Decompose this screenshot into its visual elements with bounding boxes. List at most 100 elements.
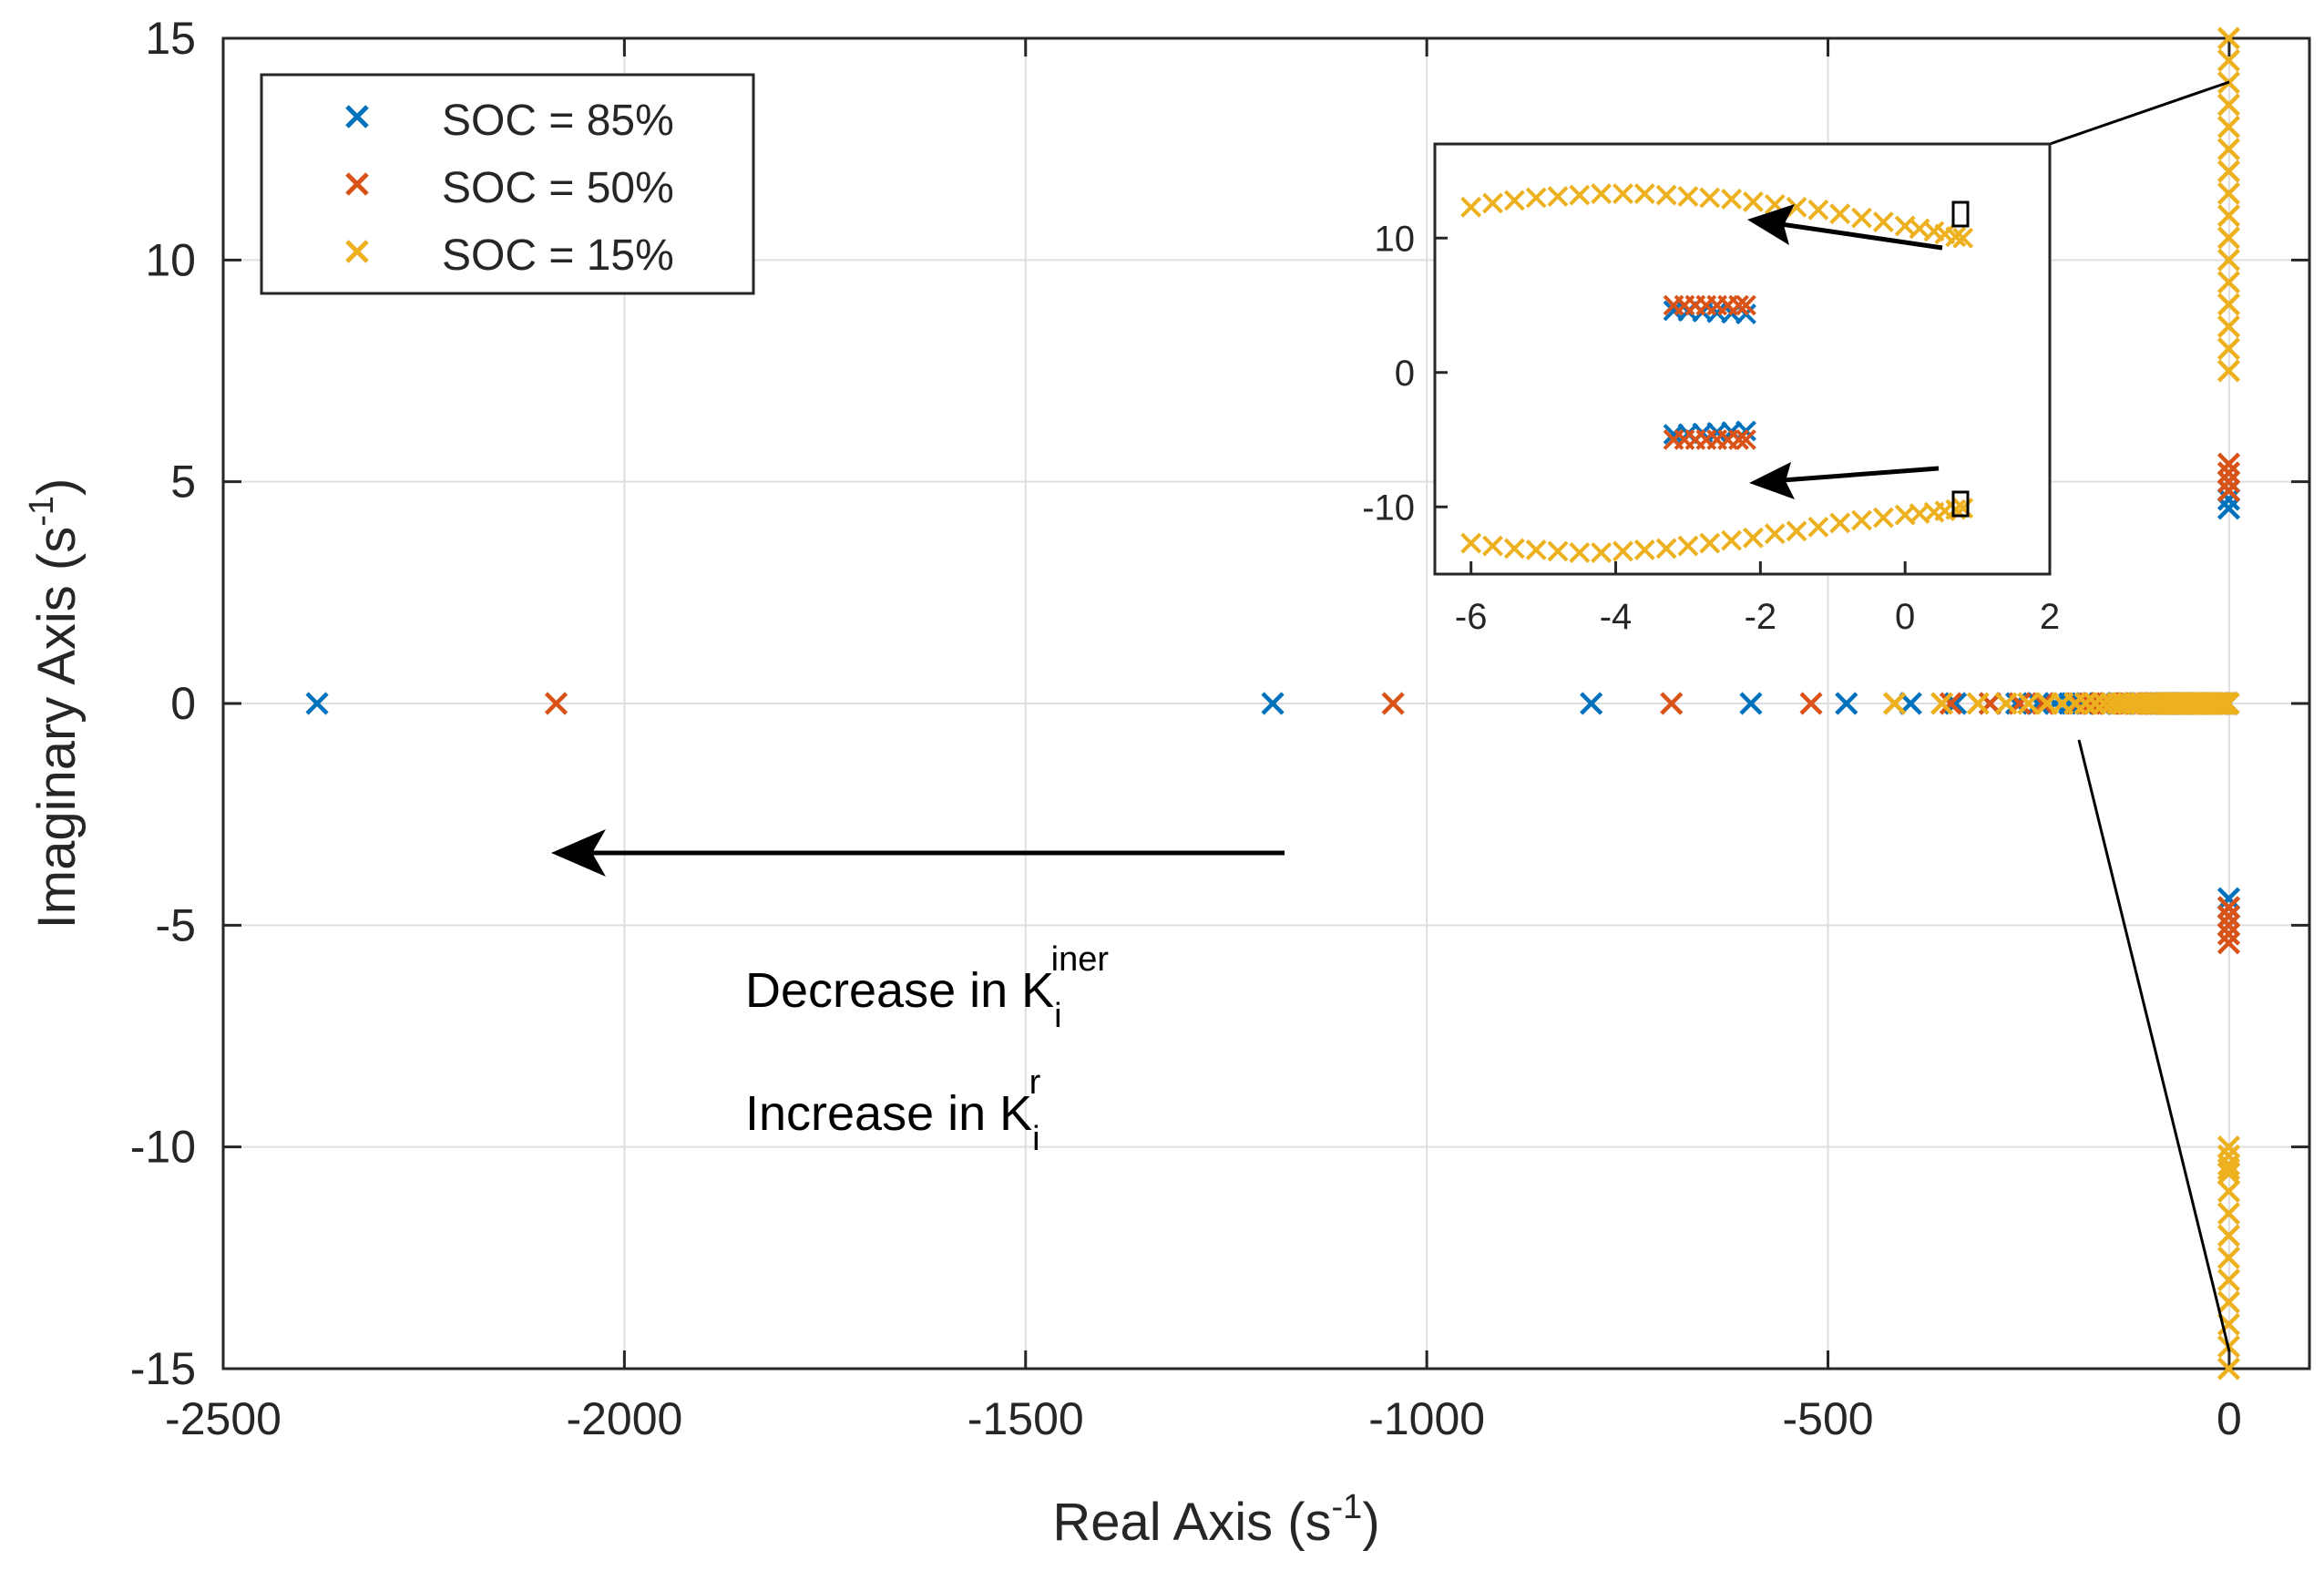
y-tick-label: -15	[130, 1343, 196, 1394]
data-point	[1261, 692, 1285, 715]
data-point	[1966, 692, 1990, 715]
x-tick-label: -1000	[1368, 1393, 1485, 1444]
inset-data-point	[1569, 184, 1591, 206]
inset-data-point	[1591, 183, 1612, 204]
x-tick-label: -2000	[566, 1393, 682, 1444]
inset-data-point	[1786, 196, 1807, 218]
inset-data-point	[1735, 294, 1756, 316]
zoom-connector-top	[2049, 80, 2230, 146]
y-tick-label: 15	[145, 13, 196, 64]
inset-y-tick-label: -10	[1362, 488, 1415, 528]
data-point	[2217, 115, 2241, 139]
x-tick-label: 0	[2217, 1393, 2242, 1444]
data-point	[2217, 1357, 2241, 1381]
zoom-connector-bottom	[2077, 739, 2231, 1352]
data-point	[2217, 1224, 2241, 1247]
inset-y-tick-label: 10	[1375, 219, 1416, 259]
annotation-decrease-sub: i	[1054, 997, 1061, 1035]
inset-x-tick-label: -6	[1455, 597, 1488, 637]
data-point	[2217, 1179, 2241, 1203]
y-tick-label: 10	[145, 234, 196, 285]
inset-data-point	[1699, 532, 1721, 554]
y-tick-label: -10	[130, 1122, 196, 1173]
annotation-decrease-sup: iner	[1051, 940, 1110, 979]
data-point	[1835, 692, 1858, 715]
data-point	[2026, 692, 2050, 715]
x-axis-title: Real Axis (s-1)	[1052, 1488, 1379, 1552]
y-tick-label: 0	[170, 678, 196, 729]
data-point	[1381, 692, 1405, 715]
annotation-increase-sup: r	[1029, 1063, 1041, 1102]
data-point	[2217, 488, 2241, 511]
data-point	[1580, 692, 1603, 715]
inset-arrow-top-shaft	[1780, 221, 1943, 251]
data-point	[2217, 293, 2241, 316]
inset-data-point	[1945, 226, 1967, 248]
inset-data-point	[1851, 509, 1872, 531]
data-point	[2217, 181, 2241, 205]
inset-data-point	[1872, 211, 1894, 232]
main-series	[305, 26, 2241, 1381]
legend-marker-0	[345, 105, 369, 128]
decrease-arrow-head	[551, 829, 606, 877]
inset-data-point	[1547, 540, 1569, 562]
inset-x-tick-label: -4	[1600, 597, 1633, 637]
x-tick-label: -1500	[967, 1393, 1084, 1444]
data-point	[1883, 692, 1907, 715]
data-point	[2217, 337, 2241, 361]
inset-data-point	[1699, 187, 1721, 209]
data-point	[2217, 1246, 2241, 1269]
inset-data-point	[1952, 227, 1974, 249]
data-point	[2217, 1268, 2241, 1292]
y-axis-title-end: )	[27, 478, 87, 496]
inset-data-point	[1460, 196, 1482, 218]
data-point	[2217, 226, 2241, 250]
inset-data-point	[1728, 294, 1749, 316]
inset-data-point	[1807, 516, 1829, 538]
data-point	[2017, 692, 2041, 715]
data-point	[1799, 692, 1823, 715]
data-point	[2217, 896, 2241, 919]
inset-series-2	[1663, 294, 1756, 450]
data-point	[2217, 1290, 2241, 1314]
inset-data-point	[1547, 186, 1569, 207]
data-point	[2217, 470, 2241, 494]
legend-marker-2	[345, 240, 369, 263]
inset-data-point	[1728, 429, 1749, 450]
data-point	[1994, 692, 2018, 715]
y-axis-title: Imaginary Axis (s-1)	[23, 478, 87, 929]
data-point	[2217, 1202, 2241, 1226]
inset-data-point	[1764, 523, 1786, 545]
inset-data-point	[1525, 187, 1547, 209]
data-point	[2217, 159, 2241, 183]
inset-data-point	[1677, 186, 1699, 207]
data-point	[2217, 931, 2241, 955]
inset-data-point	[1851, 207, 1872, 229]
inset-data-point	[1742, 191, 1764, 212]
data-point	[2217, 887, 2241, 910]
inset-data-point	[1742, 527, 1764, 549]
inset-data-point	[1525, 539, 1547, 560]
data-point	[2217, 478, 2241, 502]
inset-data-point	[1655, 184, 1677, 206]
data-point	[1939, 692, 1962, 715]
data-point	[2063, 692, 2087, 715]
inset-data-point	[1721, 529, 1743, 551]
legend-label-soc-50: SOC = 50%	[442, 164, 674, 212]
data-point	[2217, 1153, 2241, 1176]
legend-markers	[345, 105, 369, 263]
x-tick-label: -2500	[165, 1393, 282, 1444]
annotation-increase-text: Increase in K	[745, 1086, 1032, 1141]
data-point	[2217, 913, 2241, 937]
inset-data-point	[1482, 192, 1503, 214]
y-tick-label: -5	[156, 899, 196, 950]
inset-data-point	[1721, 189, 1743, 210]
data-point	[2073, 692, 2097, 715]
inset-data-point	[1482, 535, 1503, 557]
data-point	[2217, 497, 2241, 520]
inset-arrow-bottom-shaft	[1782, 466, 1940, 483]
x-axis-title-sup: -1	[1332, 1488, 1363, 1526]
inset-data-point	[1677, 535, 1699, 557]
y-axis-title-sup: -1	[23, 496, 61, 527]
